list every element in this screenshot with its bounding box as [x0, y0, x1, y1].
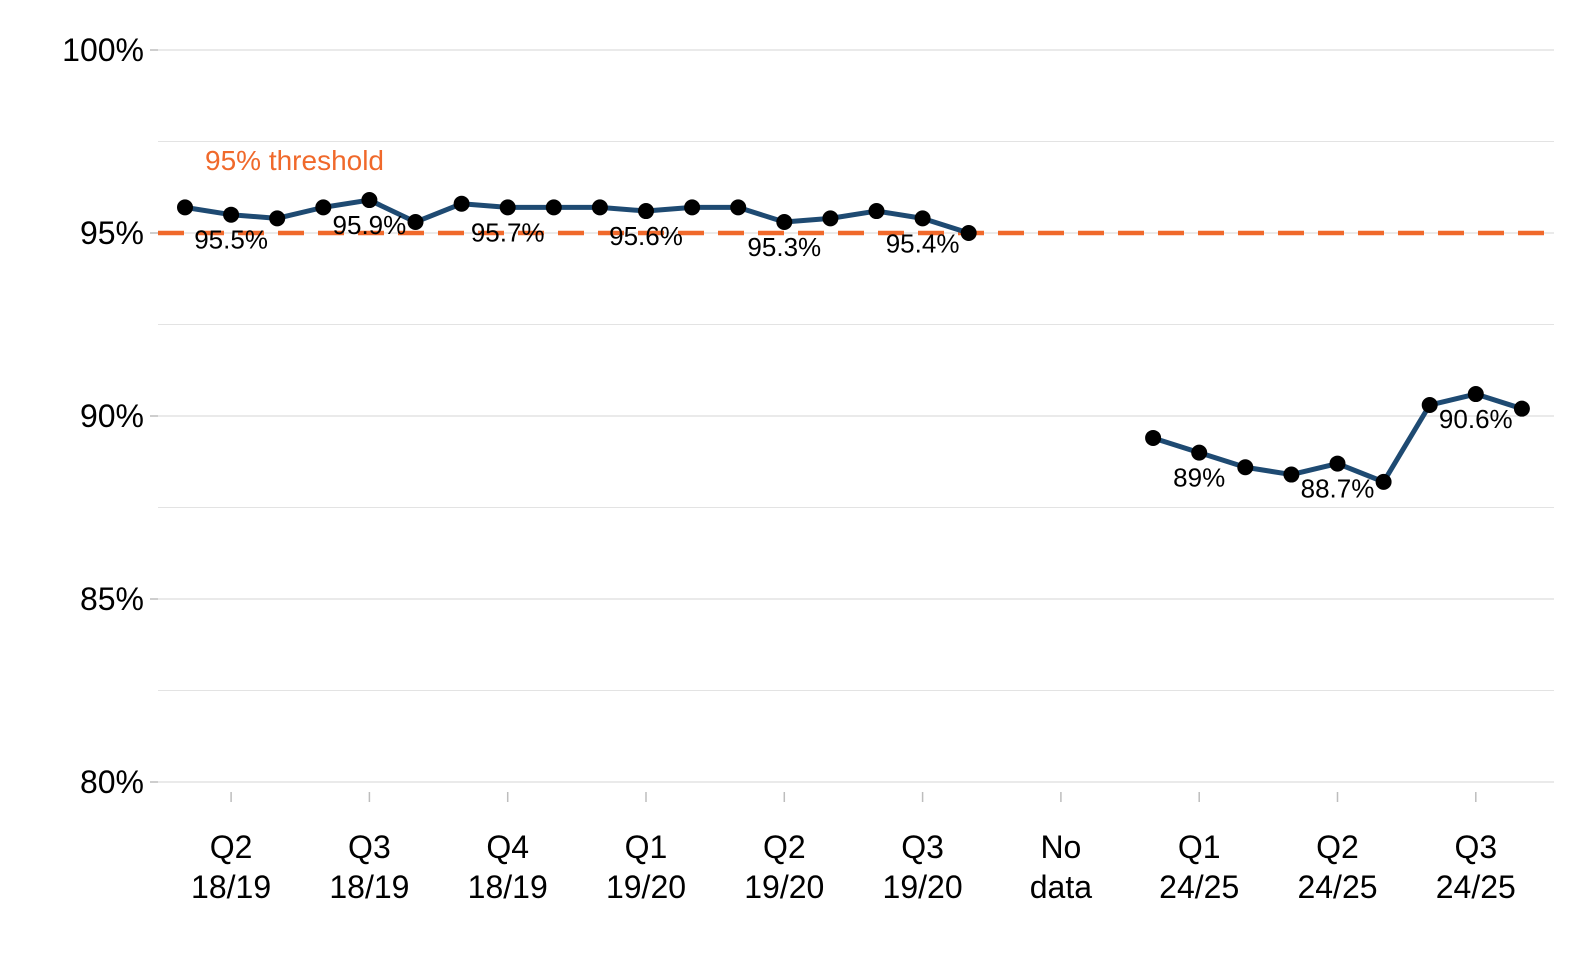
- data-point: [1513, 400, 1530, 417]
- data-point: [223, 206, 240, 223]
- x-tick-label-line1: No: [1040, 829, 1081, 865]
- data-point: [638, 203, 654, 220]
- data-point: [1421, 397, 1438, 414]
- data-label: 89%: [1173, 463, 1225, 493]
- y-tick-label: 100%: [62, 32, 144, 68]
- x-tick-label-line2: 19/20: [606, 869, 686, 905]
- data-label: 95.5%: [194, 225, 268, 255]
- x-tick-label-line2: 24/25: [1297, 869, 1377, 905]
- data-point: [1191, 444, 1208, 461]
- data-point: [177, 199, 193, 216]
- data-point: [361, 192, 378, 209]
- data-point: [591, 199, 608, 216]
- x-tick-label-line1: Q1: [625, 829, 668, 865]
- x-tick-label-line1: Q2: [1316, 829, 1359, 865]
- data-point: [1145, 429, 1162, 446]
- data-point: [499, 199, 516, 216]
- data-label: 95.3%: [747, 232, 821, 262]
- data-point: [1237, 459, 1254, 476]
- data-point: [822, 210, 839, 227]
- y-tick-label: 80%: [80, 764, 144, 800]
- x-tick-label-line1: Q4: [486, 829, 529, 865]
- x-tick-label-line1: Q3: [1454, 829, 1497, 865]
- x-tick-label-line2: 19/20: [883, 869, 963, 905]
- data-point: [1329, 455, 1346, 472]
- data-point: [776, 214, 793, 231]
- x-tick-label-line2: 18/19: [468, 869, 548, 905]
- x-tick-label-line2: 24/25: [1159, 869, 1239, 905]
- x-tick-label-line1: Q2: [210, 829, 253, 865]
- data-point: [269, 210, 286, 227]
- data-label: 88.7%: [1301, 474, 1375, 504]
- data-point: [407, 214, 424, 231]
- data-point: [1467, 386, 1484, 403]
- data-label: 95.4%: [886, 228, 960, 258]
- y-tick-label: 90%: [80, 398, 144, 434]
- data-point: [868, 203, 885, 220]
- data-label: 95.6%: [609, 221, 683, 251]
- y-tick-label: 85%: [80, 581, 144, 617]
- data-point: [960, 225, 977, 241]
- y-tick-label: 95%: [80, 215, 144, 251]
- x-tick-label-line2: 19/20: [744, 869, 824, 905]
- x-tick-label-line2: 18/19: [191, 869, 271, 905]
- data-point: [315, 199, 332, 216]
- x-tick-label-line2: 24/25: [1436, 869, 1516, 905]
- data-label: 95.9%: [333, 210, 407, 240]
- data-point: [1283, 466, 1300, 483]
- data-point: [684, 199, 701, 216]
- data-point: [545, 199, 562, 216]
- data-point: [730, 199, 747, 216]
- threshold-label: 95% threshold: [205, 145, 384, 176]
- data-label: 95.7%: [471, 217, 545, 247]
- x-tick-label-line2: data: [1030, 869, 1092, 905]
- x-tick-label-line1: Q3: [348, 829, 391, 865]
- data-point: [914, 210, 931, 227]
- x-tick-label-line1: Q1: [1178, 829, 1221, 865]
- x-tick-label-line1: Q3: [901, 829, 944, 865]
- data-point: [453, 195, 470, 212]
- x-tick-label-line2: 18/19: [329, 869, 409, 905]
- x-tick-label-line1: Q2: [763, 829, 806, 865]
- series-line: [182, 197, 972, 236]
- data-point: [1375, 473, 1392, 490]
- data-label: 90.6%: [1439, 404, 1513, 434]
